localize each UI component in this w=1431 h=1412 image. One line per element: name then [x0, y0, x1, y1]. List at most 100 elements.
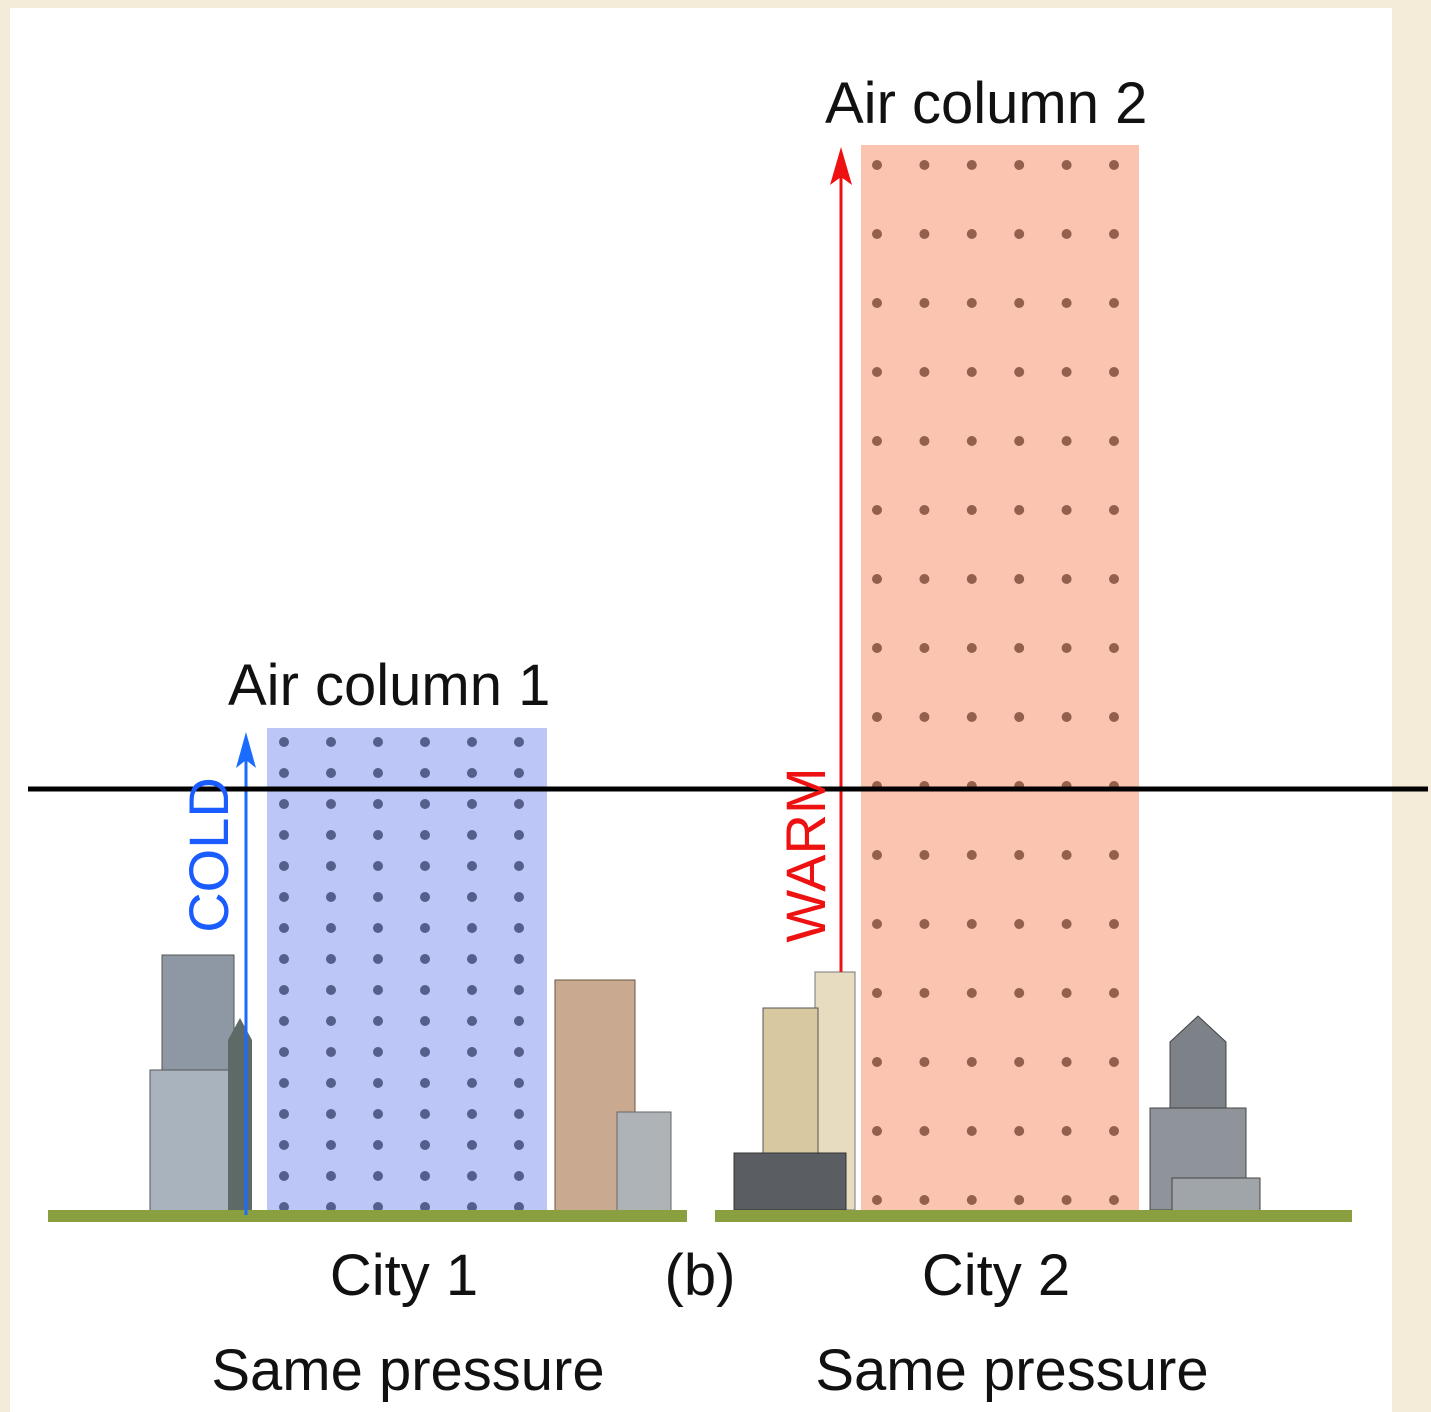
- panel-label: (b): [665, 1243, 736, 1308]
- molecule: [1014, 643, 1024, 653]
- molecule: [919, 712, 929, 722]
- molecule: [514, 923, 524, 933]
- molecule: [872, 988, 882, 998]
- molecule: [1014, 160, 1024, 170]
- molecule: [872, 1195, 882, 1205]
- molecule: [514, 1140, 524, 1150]
- molecule: [420, 1078, 430, 1088]
- molecule: [326, 985, 336, 995]
- column-label: Air column 2: [825, 71, 1147, 136]
- molecule: [1062, 160, 1072, 170]
- arrow-label: COLD: [177, 777, 240, 933]
- molecule: [872, 436, 882, 446]
- molecule: [919, 643, 929, 653]
- molecule: [373, 1078, 383, 1088]
- molecule: [967, 1195, 977, 1205]
- molecule: [919, 1126, 929, 1136]
- molecule: [326, 954, 336, 964]
- molecule: [420, 1109, 430, 1119]
- molecule: [1062, 574, 1072, 584]
- molecule: [514, 1109, 524, 1119]
- molecule: [1014, 367, 1024, 377]
- molecule: [514, 954, 524, 964]
- molecule: [373, 1171, 383, 1181]
- molecule: [967, 574, 977, 584]
- molecule: [420, 1047, 430, 1057]
- molecule: [279, 892, 289, 902]
- molecule: [1062, 1195, 1072, 1205]
- molecule: [326, 1109, 336, 1119]
- molecule: [420, 923, 430, 933]
- molecule: [326, 861, 336, 871]
- molecule: [326, 830, 336, 840]
- molecule: [514, 1047, 524, 1057]
- molecule: [1062, 1126, 1072, 1136]
- molecule: [1014, 1126, 1024, 1136]
- molecule: [1062, 229, 1072, 239]
- molecule: [1109, 988, 1119, 998]
- molecule: [373, 1016, 383, 1026]
- molecule: [279, 985, 289, 995]
- molecule: [1109, 160, 1119, 170]
- molecule: [1109, 1126, 1119, 1136]
- molecule: [967, 160, 977, 170]
- molecule: [420, 830, 430, 840]
- molecule: [919, 919, 929, 929]
- molecule: [872, 298, 882, 308]
- molecule: [1062, 1057, 1072, 1067]
- molecule: [373, 799, 383, 809]
- molecule: [373, 892, 383, 902]
- molecule: [872, 643, 882, 653]
- molecule: [514, 830, 524, 840]
- diagram: Air column 1 Air column 2 COLD WARM City…: [0, 0, 1431, 1412]
- molecule: [872, 712, 882, 722]
- molecule: [467, 1171, 477, 1181]
- building: [617, 1112, 671, 1215]
- molecule: [373, 737, 383, 747]
- molecule: [872, 160, 882, 170]
- caption: Same pressure: [815, 1338, 1208, 1403]
- molecule: [1062, 643, 1072, 653]
- molecule: [872, 850, 882, 860]
- molecule: [467, 737, 477, 747]
- molecule: [467, 892, 477, 902]
- molecule: [1062, 919, 1072, 929]
- molecule: [467, 985, 477, 995]
- molecule: [373, 923, 383, 933]
- molecule: [420, 892, 430, 902]
- building: [734, 1153, 846, 1210]
- molecule: [279, 1078, 289, 1088]
- molecule: [1062, 298, 1072, 308]
- molecule: [872, 229, 882, 239]
- molecule: [467, 1078, 477, 1088]
- molecule: [326, 1140, 336, 1150]
- molecule: [967, 1057, 977, 1067]
- molecule: [1062, 436, 1072, 446]
- molecule: [967, 988, 977, 998]
- molecule: [1014, 988, 1024, 998]
- molecule: [326, 1047, 336, 1057]
- molecule: [967, 229, 977, 239]
- molecule: [420, 861, 430, 871]
- molecule: [279, 768, 289, 778]
- molecule: [967, 919, 977, 929]
- molecule: [467, 830, 477, 840]
- cold-air-column: [267, 728, 547, 1215]
- molecule: [326, 923, 336, 933]
- molecule: [279, 1016, 289, 1026]
- molecule: [967, 643, 977, 653]
- molecule: [872, 1057, 882, 1067]
- molecule: [420, 985, 430, 995]
- molecule: [919, 367, 929, 377]
- molecule: [467, 861, 477, 871]
- molecule: [967, 298, 977, 308]
- molecule: [967, 436, 977, 446]
- molecule: [467, 1140, 477, 1150]
- molecule: [467, 923, 477, 933]
- molecule: [467, 768, 477, 778]
- molecule: [326, 892, 336, 902]
- molecule: [919, 574, 929, 584]
- molecule: [919, 988, 929, 998]
- warm-air-column: [861, 145, 1139, 1210]
- molecule: [1109, 643, 1119, 653]
